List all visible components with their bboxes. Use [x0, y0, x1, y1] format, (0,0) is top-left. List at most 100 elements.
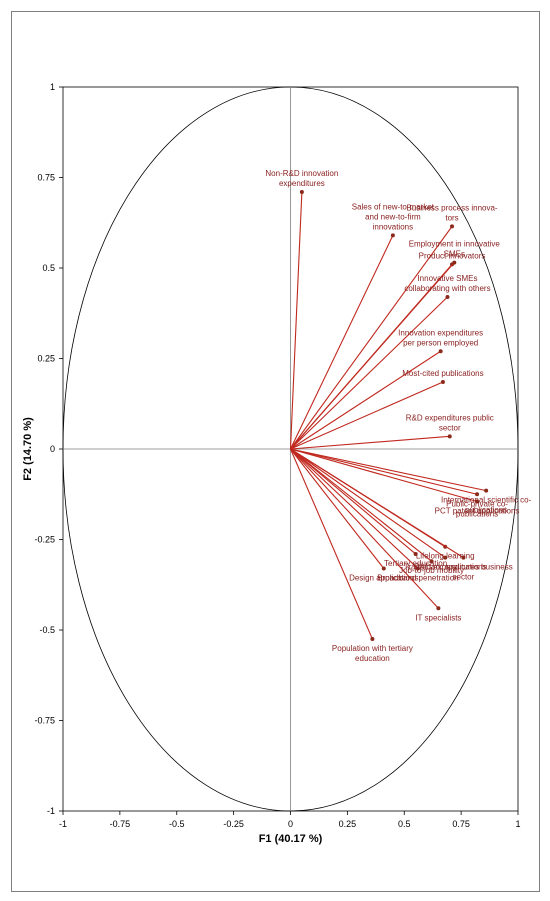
variable-label-line: SMEs	[444, 250, 465, 259]
variable-label: International scientific co-publications	[441, 496, 532, 515]
variable-label-line: Lifelong learning	[416, 552, 475, 561]
x-tick-label: 1	[515, 819, 520, 829]
vector-endpoint	[461, 555, 466, 560]
x-tick-label: 0	[288, 819, 293, 829]
variable-vectors	[289, 189, 489, 642]
y-tick-label: -0.75	[34, 716, 55, 726]
variable-label-line: Population with tertiary	[332, 644, 413, 653]
variable-label-line: R&D expenditures public	[406, 413, 494, 422]
variable-label-line: publications	[465, 506, 507, 515]
variable-label-line: Most-cited publications	[402, 369, 483, 378]
x-tick-label: -0.25	[223, 819, 244, 829]
variable-label: Business process innova-tors	[406, 203, 497, 222]
variable-label-line: education	[355, 654, 390, 663]
y-tick-label: 0	[50, 444, 55, 454]
variable-label-line: Public-private co-	[446, 499, 508, 508]
vector-line	[290, 448, 432, 562]
variable-label-line: collaborating with others	[404, 284, 490, 293]
x-tick-label: -1	[59, 819, 67, 829]
variable-label-line: IT specialists	[415, 613, 461, 622]
variable-label-line: and new-to-firm	[365, 212, 421, 221]
vector-endpoint	[370, 637, 375, 642]
vector-line	[289, 448, 373, 640]
variable-label-line: International scientific co-	[441, 496, 532, 505]
vector-endpoint	[452, 260, 457, 265]
variable-label-line: Job-to-job mobility	[399, 566, 464, 575]
variable-label-line: Sales of new-to-market	[352, 202, 435, 211]
vector-line	[290, 350, 441, 450]
y-tick-label: -0.5	[39, 625, 55, 635]
variable-label: Tertiary education	[384, 559, 447, 568]
chart-frame	[11, 11, 540, 892]
vector-endpoint	[415, 566, 420, 571]
vector-line	[290, 448, 478, 495]
x-tick-label: -0.75	[110, 819, 131, 829]
vector-endpoint	[299, 189, 304, 194]
vector-endpoint	[475, 492, 480, 497]
variable-label-line: Trademark applications	[404, 563, 487, 572]
vector-line	[290, 235, 394, 450]
x-tick-label: 0.75	[452, 819, 470, 829]
x-tick-label: 0.25	[339, 819, 357, 829]
y-axis-title: F2 (14.70 %)	[22, 417, 34, 481]
variable-label: R&D expenditures business sector	[414, 563, 513, 582]
vector-line	[290, 448, 416, 555]
variable-label-line: Tertiary education	[384, 559, 447, 568]
axis-ticks: -1 -0.75 -0.5 -0.25 0 0.25 0.5 0.75 1 1 0.75 0.5 0.2…	[34, 82, 520, 829]
variable-label: Design applications	[349, 573, 418, 582]
vector-endpoint	[443, 555, 448, 560]
variable-label-line: Non-R&D innovation	[265, 169, 338, 178]
x-axis-title: F1 (40.17 %)	[259, 833, 323, 845]
variable-label-line: sector	[453, 573, 475, 582]
variable-label-line: publications	[456, 509, 498, 518]
vector-line	[290, 435, 450, 450]
vector-line	[290, 226, 453, 450]
vector-endpoint	[450, 224, 455, 229]
vector-endpoint	[429, 559, 434, 564]
variable-label-line: tors	[445, 213, 458, 222]
variable-label: Non-R&D innovation expenditures	[265, 169, 338, 188]
y-tick-label: 0.5	[42, 263, 55, 273]
variable-label-line: Product innovators	[419, 251, 486, 260]
variable-label-line: Broadband penetration	[377, 573, 458, 582]
vector-endpoint	[475, 499, 480, 504]
variable-label-line: Innovative SMEs	[417, 274, 477, 283]
x-tick-label: 0.5	[398, 819, 411, 829]
vector-line	[290, 448, 487, 492]
vector-line	[290, 448, 439, 609]
vector-endpoint	[447, 434, 452, 439]
variable-label-line: Employment in innovative	[409, 240, 501, 249]
vector-line	[290, 448, 419, 569]
variable-labels: Non-R&D innovation expenditures Sales of n…	[265, 169, 531, 663]
variable-label: Public-private co-publications	[446, 499, 508, 518]
variable-label: Employment in innovative SMEs	[409, 240, 501, 259]
vector-line	[290, 448, 478, 503]
variable-label: Innovative SMEs collaborating with others	[404, 274, 490, 293]
vector-line	[290, 381, 444, 450]
vector-endpoint	[381, 566, 386, 571]
variable-label: Innovation expenditures per person employ…	[398, 328, 483, 347]
y-tick-label: 0.75	[37, 173, 55, 183]
variable-label: Most-cited publications	[402, 369, 483, 378]
y-tick-label: 0.25	[37, 354, 55, 364]
variable-label: R&D expenditures public sector	[406, 413, 494, 432]
variable-label-line: innovations	[373, 222, 413, 231]
vector-endpoint	[484, 488, 489, 493]
y-tick-label: -0.25	[34, 535, 55, 545]
vector-endpoint	[440, 380, 445, 385]
variable-label-line: expenditures	[279, 179, 325, 188]
vector-line	[290, 448, 446, 559]
vector-endpoint	[390, 233, 395, 238]
variable-label: Sales of new-to-market and new-to-firm inn…	[352, 202, 435, 231]
vector-endpoint	[438, 349, 443, 354]
vector-line	[290, 448, 464, 559]
variable-label-line: Business process innova-	[406, 203, 497, 212]
variable-label-line: sector	[439, 423, 461, 432]
x-tick-label: -0.5	[169, 819, 185, 829]
variable-label: Trademark applications	[404, 563, 487, 572]
variable-label: Job-to-job mobility	[399, 566, 464, 575]
vector-endpoint	[436, 606, 441, 611]
variable-label-line: Innovation expenditures	[398, 328, 483, 337]
variable-label: Population with tertiary education	[332, 644, 413, 663]
